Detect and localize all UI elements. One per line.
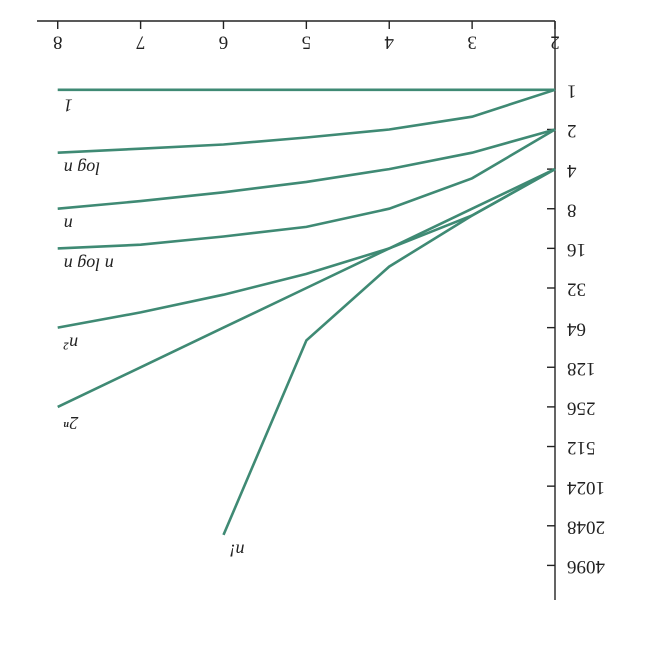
series-label: 2ⁿ [63, 413, 78, 433]
series-label: 1 [64, 96, 73, 116]
y-tick-label: 32 [567, 279, 586, 300]
x-tick-label: 3 [467, 32, 477, 53]
series-line [57, 167, 556, 329]
y-tick-label: 128 [567, 358, 596, 379]
series-label: n log n [64, 254, 114, 274]
y-tick-label: 64 [567, 318, 587, 339]
plot-area: 2 3 4 5 6 7 8 1 2 4 8 16 32 64 128 256 512 1024 2048 4096 1 l… [37, 20, 606, 600]
y-tick-label: 1024 [567, 477, 606, 498]
series-line [57, 88, 556, 154]
y-tick-label: 4 [567, 160, 577, 181]
y-tick-label: 4096 [567, 556, 605, 577]
series-line [57, 167, 556, 409]
x-tick-label: 4 [384, 32, 394, 53]
y-tick-label: 16 [567, 239, 586, 260]
x-tick-label: 6 [219, 32, 229, 53]
y-tick-label: 256 [567, 398, 596, 419]
series-label: n! [229, 541, 244, 561]
y-tick-label: 512 [567, 437, 596, 458]
y-tick-label: 8 [567, 199, 577, 220]
series-label: log n [64, 159, 101, 179]
y-tick-label: 1 [567, 80, 577, 101]
series-line [57, 128, 556, 210]
y-tick-label: 2048 [567, 516, 605, 537]
y-tick-label: 2 [567, 120, 577, 141]
series-line [57, 128, 556, 250]
series-label: n [64, 215, 73, 235]
series-line [222, 167, 556, 536]
x-tick-label: 5 [302, 32, 312, 53]
x-tick-label: 8 [53, 32, 63, 53]
x-tick-label: 2 [550, 32, 560, 53]
series-label: n² [63, 334, 78, 354]
x-tick-label: 7 [136, 32, 146, 53]
